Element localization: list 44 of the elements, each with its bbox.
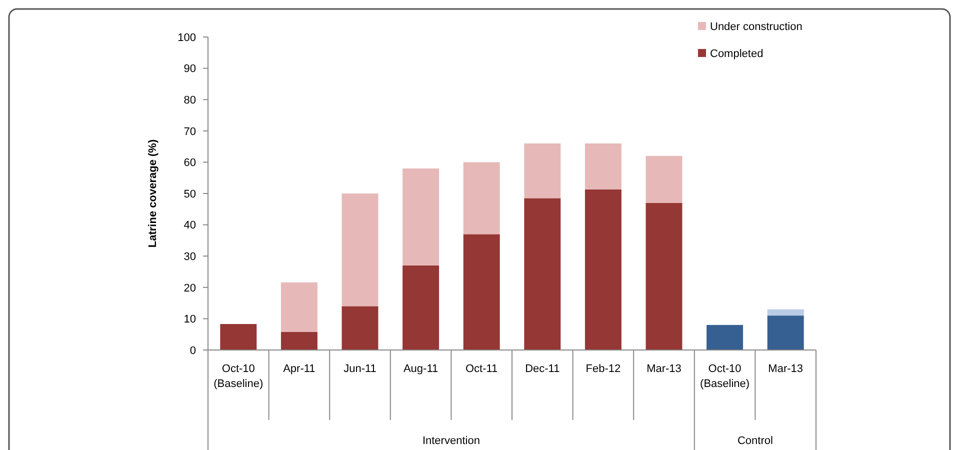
y-tick-label: 0 <box>190 344 196 357</box>
x-tick-label: Dec-11 <box>525 363 560 375</box>
x-tick-label: Apr-11 <box>283 363 316 375</box>
x-tick-label: Jun-11 <box>344 363 376 375</box>
y-tick-label: 30 <box>184 250 196 263</box>
bar <box>767 309 804 316</box>
legend-label: Under construction <box>710 20 802 33</box>
x-tick-label: Feb-12 <box>586 363 621 375</box>
y-tick-label: 90 <box>184 63 196 76</box>
bar <box>342 306 378 350</box>
bar <box>584 143 622 190</box>
bar <box>402 265 440 350</box>
x-tick-label: Mar-13 <box>768 363 804 375</box>
bar <box>220 324 257 350</box>
bar <box>706 324 744 350</box>
bar <box>524 143 561 198</box>
x-tick-label: Aug-11 <box>403 363 438 375</box>
legend-label: Completed <box>710 48 764 60</box>
bar <box>767 316 804 350</box>
y-tick-label: 80 <box>184 94 196 106</box>
bar <box>342 194 378 306</box>
bar <box>524 198 561 350</box>
x-tick-label: Oct-10 (Baseline) <box>214 363 264 390</box>
text: Intervention <box>422 435 480 447</box>
bar <box>402 168 440 266</box>
y-tick-label: 20 <box>184 282 196 294</box>
y-tick-label: 10 <box>184 314 196 326</box>
y-tick-label: 70 <box>184 126 196 138</box>
bar <box>646 202 682 350</box>
x-tick-label: Mar-13 <box>646 363 682 375</box>
y-tick-label: 100 <box>178 32 196 44</box>
y-tick-label: 60 <box>184 157 196 170</box>
y-tick-label: 50 <box>184 188 196 200</box>
y-axis-title: Latrine coverage (%) <box>147 139 159 248</box>
text: Control <box>737 435 773 447</box>
x-tick-label: Oct-11 <box>466 363 498 375</box>
bar <box>463 162 500 234</box>
bar <box>280 332 318 350</box>
y-tick-label: 40 <box>184 220 196 232</box>
bar <box>646 156 682 203</box>
x-tick-label: Oct-10 (Baseline) <box>700 363 750 390</box>
bar <box>463 234 500 350</box>
bar <box>584 189 622 350</box>
bar <box>280 282 318 332</box>
